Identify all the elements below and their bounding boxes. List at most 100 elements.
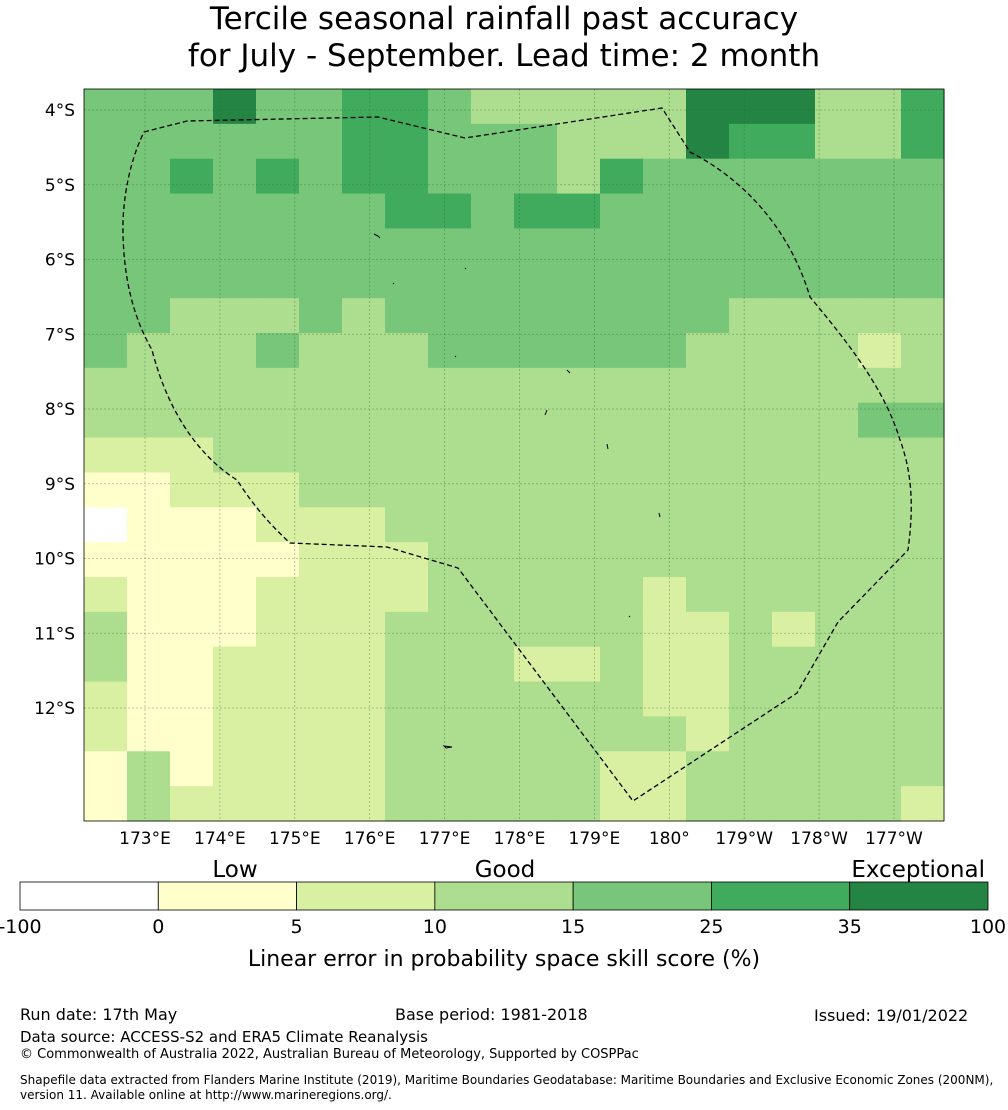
skill-grid-cell: [514, 577, 558, 613]
skill-grid-cell: [643, 298, 687, 334]
skill-grid-cell: [299, 716, 343, 752]
skill-grid-cell: [557, 472, 601, 508]
skill-grid-cell: [299, 751, 343, 787]
skill-grid-cell: [600, 681, 644, 718]
skill-grid-cell: [858, 158, 902, 195]
skill-grid-cells: [84, 89, 945, 822]
skill-grid-cell: [858, 123, 902, 160]
skill-grid-cell: [901, 193, 945, 230]
base-period: Base period: 1981-2018: [395, 1005, 588, 1024]
skill-grid-cell: [471, 367, 515, 404]
skill-grid-cell: [84, 786, 128, 822]
skill-grid-cell: [213, 263, 257, 299]
skill-grid-cell: [84, 507, 128, 543]
skill-grid-cell: [170, 367, 214, 404]
skill-grid-cell: [127, 751, 171, 787]
skill-grid-cell: [385, 542, 429, 578]
skill-grid-cell: [772, 193, 816, 230]
skill-grid-cell: [858, 751, 902, 787]
latitude-label: 11°S: [34, 624, 75, 644]
skill-grid-cell: [815, 402, 859, 439]
skill-grid-cell: [772, 437, 816, 474]
skill-grid-cell: [170, 193, 214, 230]
skill-grid-cell: [385, 646, 429, 683]
colorbar-swatch: [711, 881, 851, 911]
skill-grid-cell: [385, 193, 429, 230]
skill-grid-cell: [428, 123, 472, 160]
skill-grid-cell: [901, 542, 945, 578]
map-frame: [83, 88, 945, 822]
skill-grid-cell: [600, 577, 644, 613]
skill-grid-cell: [170, 298, 214, 334]
skill-grid-cell: [729, 577, 773, 613]
skill-grid-cell: [772, 751, 816, 787]
skill-grid-cell: [729, 89, 773, 125]
skill-grid-cell: [686, 507, 730, 543]
skill-grid-cell: [557, 333, 601, 369]
skill-grid-cell: [815, 89, 859, 125]
skill-grid-cell: [729, 751, 773, 787]
skill-grid-cell: [127, 646, 171, 683]
skill-grid-cell: [170, 437, 214, 474]
skill-grid-cell: [213, 646, 257, 683]
skill-grid-cell: [342, 193, 386, 230]
skill-grid-cell: [514, 437, 558, 474]
skill-grid-cell: [299, 542, 343, 578]
skill-grid-cell: [643, 123, 687, 160]
skill-grid-cell: [600, 298, 644, 334]
skill-grid-cell: [170, 228, 214, 264]
skill-grid-cell: [299, 158, 343, 195]
skill-grid-cell: [600, 333, 644, 369]
skill-grid-cell: [127, 437, 171, 474]
skill-grid-cell: [428, 263, 472, 299]
skill-grid-cell: [385, 681, 429, 718]
skill-grid-cell: [514, 507, 558, 543]
skill-grid-cell: [557, 228, 601, 264]
skill-grid-cell: [557, 611, 601, 648]
skill-grid-cell: [84, 333, 128, 369]
skill-grid-cell: [643, 367, 687, 404]
skill-grid-cell: [256, 646, 300, 683]
skill-grid-cell: [600, 402, 644, 439]
skill-grid-cell: [385, 158, 429, 195]
skill-grid-cell: [256, 751, 300, 787]
skill-grid-cell: [643, 716, 687, 752]
skill-grid-cell: [471, 716, 515, 752]
skill-grid-cell: [772, 786, 816, 822]
skill-grid-cell: [686, 786, 730, 822]
skill-grid-cell: [600, 611, 644, 648]
skill-grid-cell: [256, 367, 300, 404]
skill-grid-cell: [428, 402, 472, 439]
skill-grid-cell: [385, 228, 429, 264]
skill-grid-cell: [127, 193, 171, 230]
skill-grid-cell: [84, 542, 128, 578]
skill-grid-cell: [600, 228, 644, 264]
skill-grid-cell: [815, 367, 859, 404]
skill-grid-cell: [815, 228, 859, 264]
skill-grid-cell: [858, 298, 902, 334]
skill-grid-cell: [686, 646, 730, 683]
skill-grid-cell: [600, 786, 644, 822]
skill-grid-cell: [213, 333, 257, 369]
skill-grid-cell: [729, 158, 773, 195]
skill-grid-cell: [256, 472, 300, 508]
colorbar-tick-label: 35: [838, 916, 862, 938]
skill-grid-cell: [772, 333, 816, 369]
skill-grid-cell: [729, 367, 773, 404]
skill-grid-cell: [858, 646, 902, 683]
skill-grid-cell: [643, 228, 687, 264]
skill-grid-cell: [815, 263, 859, 299]
skill-grid-cell: [213, 193, 257, 230]
colorbar-tick-label: 0: [152, 916, 164, 938]
skill-grid-cell: [686, 542, 730, 578]
skill-grid-cell: [643, 402, 687, 439]
colorbar: -100 0 5 10 15 25 35 100 Low Good Exceptional Linea…: [0, 857, 1006, 972]
skill-grid-cell: [471, 437, 515, 474]
skill-grid-cell: [557, 542, 601, 578]
data-source: Data source: ACCESS-S2 and ERA5 Climate …: [20, 1028, 428, 1046]
skill-grid-cell: [686, 263, 730, 299]
longitude-label: 175°E: [269, 829, 321, 849]
skill-grid-cell: [471, 89, 515, 125]
skill-grid-cell: [729, 786, 773, 822]
latitude-labels: 4°S 5°S 6°S 7°S 8°S 9°S 10°S 11°S 12°S: [34, 101, 75, 719]
